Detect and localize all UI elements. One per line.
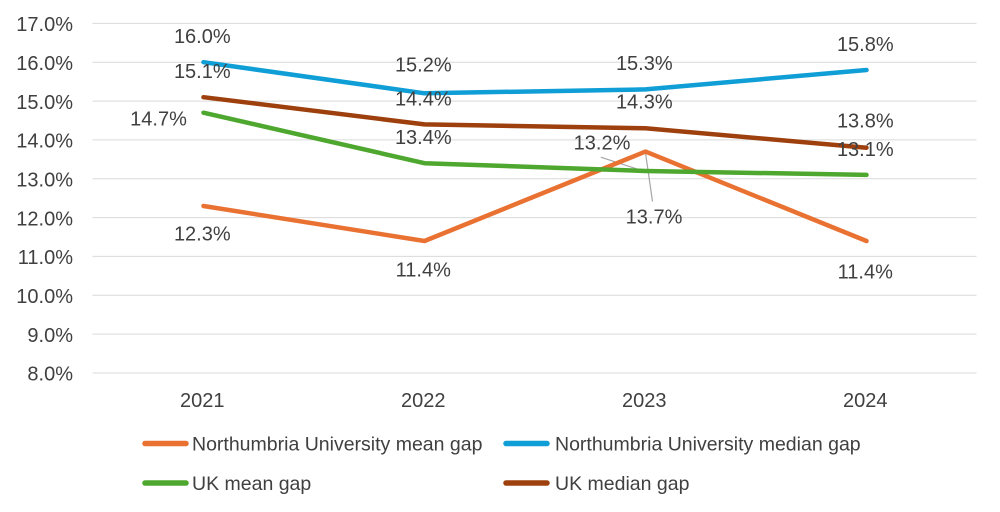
svg-text:11.4%: 11.4% (838, 262, 893, 284)
svg-text:12.0%: 12.0% (16, 208, 73, 230)
svg-text:15.1%: 15.1% (174, 61, 231, 83)
svg-text:14.4%: 14.4% (395, 88, 452, 110)
svg-text:14.7%: 14.7% (130, 109, 187, 131)
svg-text:15.0%: 15.0% (16, 92, 73, 114)
svg-text:2023: 2023 (622, 390, 667, 412)
svg-text:17.0%: 17.0% (16, 14, 73, 36)
svg-text:13.2%: 13.2% (574, 133, 631, 155)
svg-text:15.8%: 15.8% (837, 34, 894, 56)
svg-text:11.0%: 11.0% (18, 247, 73, 269)
svg-text:11.4%: 11.4% (396, 260, 451, 282)
svg-text:UK median gap: UK median gap (555, 473, 690, 495)
svg-text:9.0%: 9.0% (27, 325, 73, 347)
svg-text:UK mean gap: UK mean gap (192, 473, 311, 495)
svg-text:13.0%: 13.0% (16, 170, 73, 192)
svg-text:2024: 2024 (843, 390, 888, 412)
svg-text:2022: 2022 (401, 390, 446, 412)
svg-text:2021: 2021 (180, 390, 225, 412)
svg-text:14.3%: 14.3% (616, 91, 673, 113)
svg-text:15.3%: 15.3% (616, 53, 673, 75)
svg-text:13.4%: 13.4% (395, 127, 452, 149)
svg-text:14.0%: 14.0% (16, 131, 73, 153)
svg-text:8.0%: 8.0% (27, 364, 73, 386)
svg-text:Northumbria University mean ga: Northumbria University mean gap (192, 434, 483, 456)
svg-text:12.3%: 12.3% (174, 224, 231, 246)
svg-text:13.8%: 13.8% (837, 111, 894, 133)
svg-text:16.0%: 16.0% (174, 26, 231, 48)
svg-text:15.2%: 15.2% (395, 55, 452, 77)
svg-text:13.7%: 13.7% (626, 206, 683, 228)
svg-text:16.0%: 16.0% (16, 53, 73, 75)
svg-text:Northumbria University median: Northumbria University median gap (555, 434, 861, 456)
svg-text:13.1%: 13.1% (837, 139, 894, 161)
svg-text:10.0%: 10.0% (16, 286, 73, 308)
